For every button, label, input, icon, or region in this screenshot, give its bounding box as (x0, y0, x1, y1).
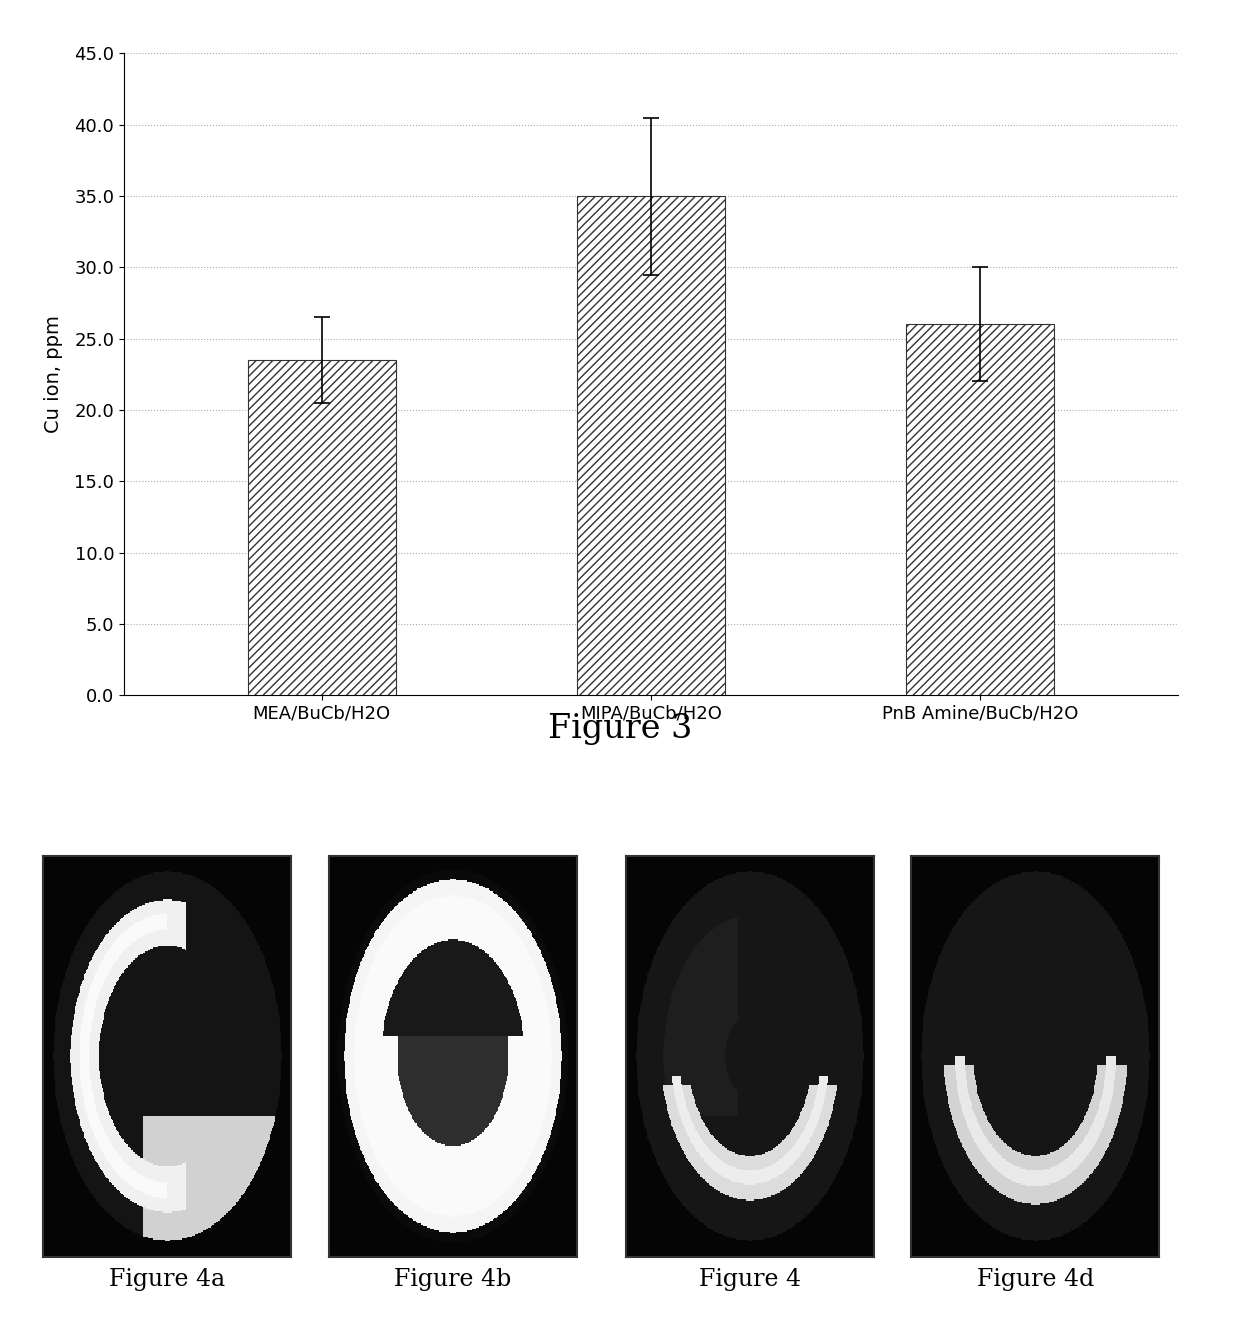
X-axis label: Figure 4a: Figure 4a (109, 1267, 226, 1292)
Bar (577, 197, 725, 695)
Bar (906, 325, 1054, 695)
X-axis label: Figure 4: Figure 4 (699, 1267, 801, 1292)
Y-axis label: Cu ion, ppm: Cu ion, ppm (45, 316, 63, 433)
X-axis label: Figure 4d: Figure 4d (977, 1267, 1094, 1292)
Bar (248, 360, 396, 695)
Text: Figure 3: Figure 3 (548, 713, 692, 745)
X-axis label: Figure 4b: Figure 4b (394, 1267, 511, 1292)
